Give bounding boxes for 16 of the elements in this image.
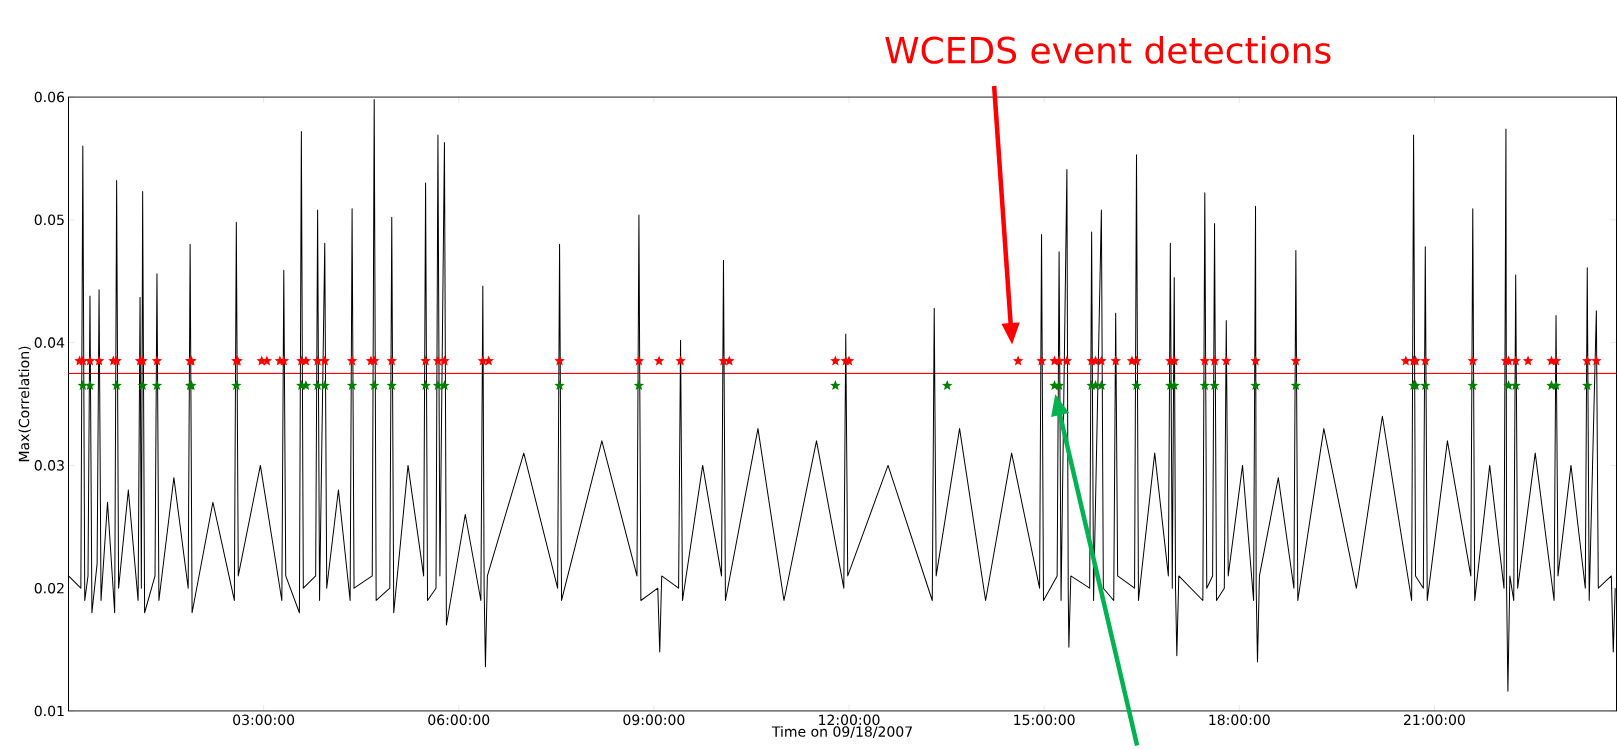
y-tick-label: 0.06 [34, 91, 65, 103]
x-tick-label: 12:00:00 [819, 714, 880, 726]
x-tick-label: 18:00:00 [1209, 714, 1270, 726]
y-axis-title: Max(Correlation) [18, 346, 31, 462]
y-tick-label: 0.03 [34, 460, 64, 471]
x-tick-label: 09:00:00 [623, 714, 685, 726]
y-tick-label: 0.01 [34, 705, 64, 717]
x-tick-label: 21:00:00 [1403, 714, 1465, 726]
y-tick-label: 0.04 [34, 337, 65, 348]
x-axis-title: Time on 09/18/2007 [771, 725, 912, 738]
x-tick-label: 06:00:00 [428, 714, 490, 726]
x-tick-label: 03:00:00 [233, 714, 295, 726]
x-tick-label: 15:00:00 [1014, 714, 1075, 726]
y-tick-label: 0.05 [34, 214, 64, 226]
text: WCEDS event detections [885, 35, 1331, 64]
y-tick-label: 0.02 [34, 582, 64, 594]
